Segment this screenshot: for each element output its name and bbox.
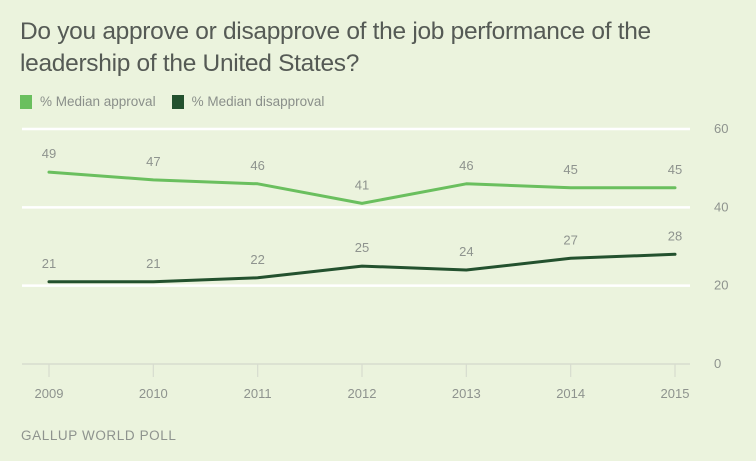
series-line-disapproval [47, 252, 677, 284]
y-tick-label-0: 0 [714, 356, 721, 371]
x-tick-label-2015: 2015 [661, 386, 690, 401]
data-label-disapproval-2009: 21 [42, 256, 56, 271]
y-tick-label-40: 40 [714, 199, 728, 214]
legend-item-disapproval: % Median disapproval [171, 94, 325, 109]
data-label-approval-2009: 49 [42, 146, 56, 161]
legend-swatch-approval [20, 94, 32, 109]
chart-title: Do you approve or disapprove of the job … [20, 18, 651, 77]
x-tick-label-2014: 2014 [556, 386, 585, 401]
data-label-disapproval-2010: 21 [146, 256, 160, 271]
x-tick-label-2010: 2010 [139, 386, 168, 401]
data-label-approval-2013: 46 [459, 158, 473, 173]
legend-swatch-disapproval [171, 94, 184, 109]
x-tick-label-2013: 2013 [452, 386, 481, 401]
x-axis: 2009 2010 2011 2012 2013 2014 2015 [35, 364, 690, 401]
legend-label-disapproval: % Median disapproval [191, 94, 325, 109]
x-tick-label-2009: 2009 [35, 386, 64, 401]
y-tick-label-60: 60 [714, 121, 728, 136]
source-note: GALLUP WORLD POLL [21, 428, 177, 443]
x-tick-label-2012: 2012 [348, 386, 377, 401]
data-labels: 49 47 46 41 46 45 45 21 21 22 25 24 27 28 [42, 146, 682, 271]
data-label-approval-2015: 45 [668, 162, 682, 177]
y-tick-label-20: 20 [714, 278, 728, 293]
data-label-disapproval-2011: 22 [250, 252, 264, 267]
series-line-approval [47, 170, 677, 205]
y-axis: 0 20 40 60 [714, 121, 728, 371]
data-label-approval-2012: 41 [355, 177, 369, 192]
legend-label-approval: % Median approval [40, 94, 156, 109]
legend: % Median approval % Median disapproval [20, 94, 340, 109]
data-label-approval-2010: 47 [146, 154, 160, 169]
series-lines [47, 170, 677, 284]
gridlines [22, 127, 690, 365]
data-label-approval-2011: 46 [250, 158, 264, 173]
legend-item-approval: % Median approval [20, 94, 156, 109]
data-label-disapproval-2014: 27 [563, 232, 577, 247]
data-label-disapproval-2013: 24 [459, 244, 473, 259]
data-label-disapproval-2015: 28 [668, 228, 682, 243]
x-tick-label-2011: 2011 [244, 386, 272, 401]
data-label-disapproval-2012: 25 [355, 240, 369, 255]
data-label-approval-2014: 45 [563, 162, 577, 177]
